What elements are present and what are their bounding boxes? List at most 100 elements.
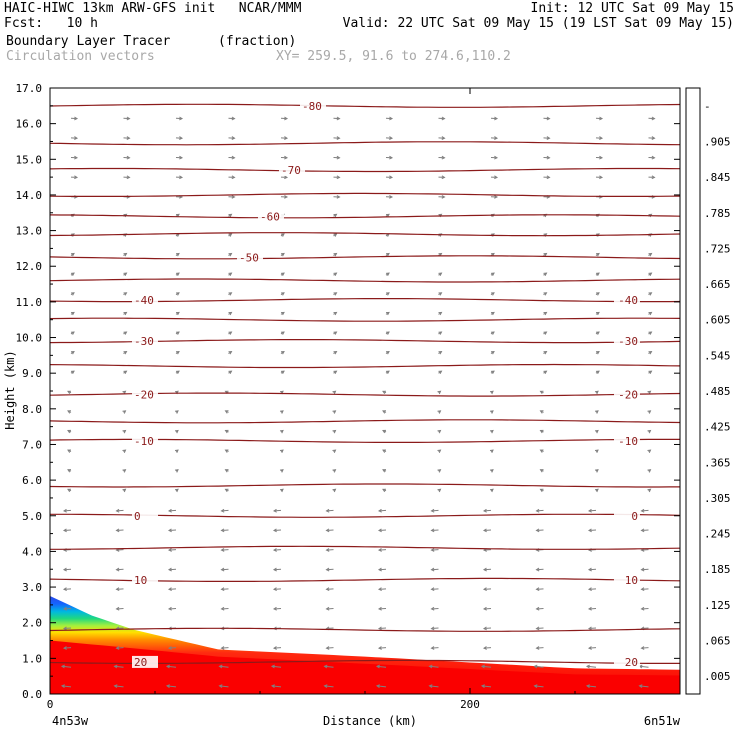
- circulation-vector: [437, 390, 442, 395]
- circulation-vector: [594, 429, 599, 434]
- vector-shaft: [273, 568, 282, 571]
- vector-head: [126, 116, 131, 121]
- vector-head: [175, 370, 180, 375]
- vector-head: [385, 252, 390, 257]
- colorbar-label: .485: [704, 385, 731, 398]
- vector-head: [385, 311, 390, 316]
- vector-head: [377, 567, 382, 572]
- vector-head: [647, 410, 652, 414]
- y-tick-label: 4.0: [22, 545, 42, 558]
- contour-label-bg: [614, 573, 640, 586]
- cross-section-xy: XY= 259.5, 91.6 to 274.6,110.2: [276, 49, 511, 64]
- vector-head: [595, 252, 600, 257]
- vector-head: [220, 548, 225, 552]
- contour-label-bg: [258, 210, 284, 223]
- vector-shaft: [378, 607, 387, 610]
- circulation-vector: [228, 351, 233, 355]
- circulation-vector: [333, 292, 338, 296]
- vector-head: [594, 449, 599, 454]
- circulation-vector: [539, 429, 544, 434]
- circulation-vector: [280, 116, 289, 121]
- circulation-vector: [62, 606, 72, 611]
- circulation-vector: [228, 272, 233, 277]
- colorbar-label: .185: [704, 563, 731, 576]
- vector-head: [539, 390, 544, 394]
- vector-shaft: [378, 549, 387, 551]
- vector-head: [438, 292, 443, 296]
- vector-head: [490, 213, 495, 218]
- circulation-vector: [333, 213, 338, 218]
- circulation-vector: [218, 664, 229, 669]
- circulation-vector: [595, 116, 604, 121]
- circulation-vector: [438, 311, 443, 316]
- circulation-vector: [167, 508, 177, 513]
- circulation-vector: [543, 175, 551, 180]
- vector-head: [224, 488, 229, 493]
- circulation-vector: [428, 664, 439, 669]
- temperature-contour-line: [49, 317, 681, 322]
- vector-head: [272, 646, 277, 650]
- circulation-vector: [175, 370, 180, 375]
- temperature-contour-line: [49, 255, 681, 260]
- circulation-vector: [67, 390, 72, 394]
- vector-head: [165, 684, 170, 689]
- vector-head: [332, 449, 337, 454]
- circulation-vector: [62, 508, 72, 513]
- circulation-vector: [325, 548, 334, 552]
- circulation-vector: [220, 567, 229, 572]
- vector-shaft: [166, 665, 177, 668]
- vector-shaft: [534, 665, 544, 668]
- vector-head: [647, 429, 652, 434]
- vector-head: [543, 252, 548, 257]
- vector-head: [179, 116, 184, 121]
- vector-shaft: [586, 665, 597, 668]
- vector-shaft: [326, 647, 334, 649]
- vector-head: [332, 390, 337, 395]
- vector-head: [279, 410, 284, 414]
- vector-head: [74, 175, 79, 180]
- vector-head: [543, 331, 548, 335]
- vector-head: [535, 508, 540, 513]
- circulation-vector: [430, 587, 439, 592]
- circulation-vector: [595, 272, 600, 277]
- circulation-vector: [587, 528, 597, 533]
- circulation-vector: [228, 311, 233, 316]
- vector-head: [494, 195, 499, 199]
- vector-head: [494, 155, 499, 160]
- vector-head: [382, 390, 387, 394]
- vector-head: [539, 429, 544, 434]
- circulation-vector: [480, 664, 492, 669]
- circulation-vector: [228, 292, 233, 296]
- vector-head: [640, 646, 645, 650]
- vector-shaft: [116, 509, 124, 512]
- vector-head: [430, 606, 435, 611]
- circulation-vector: [640, 606, 649, 611]
- circulation-vector: [167, 567, 177, 572]
- vector-head: [228, 252, 233, 257]
- contour-label: -70: [281, 164, 301, 177]
- circulation-vector: [595, 370, 600, 375]
- vector-head: [220, 528, 225, 533]
- circulation-vector: [272, 548, 282, 552]
- vector-head: [62, 606, 67, 611]
- left-endpoint-label: 4n53w: [52, 714, 89, 728]
- vector-head: [126, 175, 131, 180]
- vector-head: [122, 429, 127, 434]
- vector-head: [385, 351, 390, 355]
- circulation-vector: [175, 155, 184, 160]
- circulation-vector: [167, 528, 177, 533]
- contour-label: 0: [631, 510, 638, 523]
- y-tick-label: 14.0: [16, 189, 43, 202]
- circulation-vector: [332, 390, 337, 395]
- y-tick-label: 8.0: [22, 403, 42, 416]
- vector-head: [543, 351, 548, 355]
- circulation-vector: [175, 116, 184, 121]
- vector-head: [272, 606, 277, 611]
- vector-head: [585, 684, 590, 689]
- vector-head: [482, 646, 487, 650]
- contour-label: 0: [134, 510, 141, 523]
- temperature-contour-layer: -80 -70 -60 -50 -40 -40 -30 -30 -20 -20 -10 -10 0 0 10…: [49, 99, 681, 669]
- vector-head: [437, 410, 442, 414]
- vector-head: [385, 370, 390, 375]
- circulation-vector: [220, 606, 229, 611]
